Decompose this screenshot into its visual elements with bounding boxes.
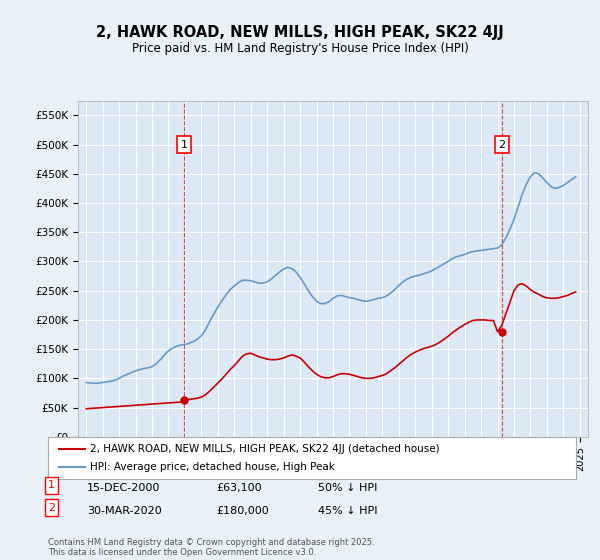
- Text: Price paid vs. HM Land Registry's House Price Index (HPI): Price paid vs. HM Land Registry's House …: [131, 42, 469, 55]
- Text: 2: 2: [498, 139, 505, 150]
- Text: 1: 1: [48, 480, 55, 491]
- Text: 2, HAWK ROAD, NEW MILLS, HIGH PEAK, SK22 4JJ: 2, HAWK ROAD, NEW MILLS, HIGH PEAK, SK22…: [96, 25, 504, 40]
- Text: 2: 2: [48, 503, 55, 513]
- Text: Contains HM Land Registry data © Crown copyright and database right 2025.
This d: Contains HM Land Registry data © Crown c…: [48, 538, 374, 557]
- Text: 1: 1: [181, 139, 188, 150]
- Text: 30-MAR-2020: 30-MAR-2020: [87, 506, 162, 516]
- Text: 15-DEC-2000: 15-DEC-2000: [87, 483, 160, 493]
- Text: £63,100: £63,100: [216, 483, 262, 493]
- Text: 2, HAWK ROAD, NEW MILLS, HIGH PEAK, SK22 4JJ (detached house): 2, HAWK ROAD, NEW MILLS, HIGH PEAK, SK22…: [90, 444, 440, 454]
- Text: 50% ↓ HPI: 50% ↓ HPI: [318, 483, 377, 493]
- Text: 45% ↓ HPI: 45% ↓ HPI: [318, 506, 377, 516]
- Text: HPI: Average price, detached house, High Peak: HPI: Average price, detached house, High…: [90, 462, 335, 472]
- Text: £180,000: £180,000: [216, 506, 269, 516]
